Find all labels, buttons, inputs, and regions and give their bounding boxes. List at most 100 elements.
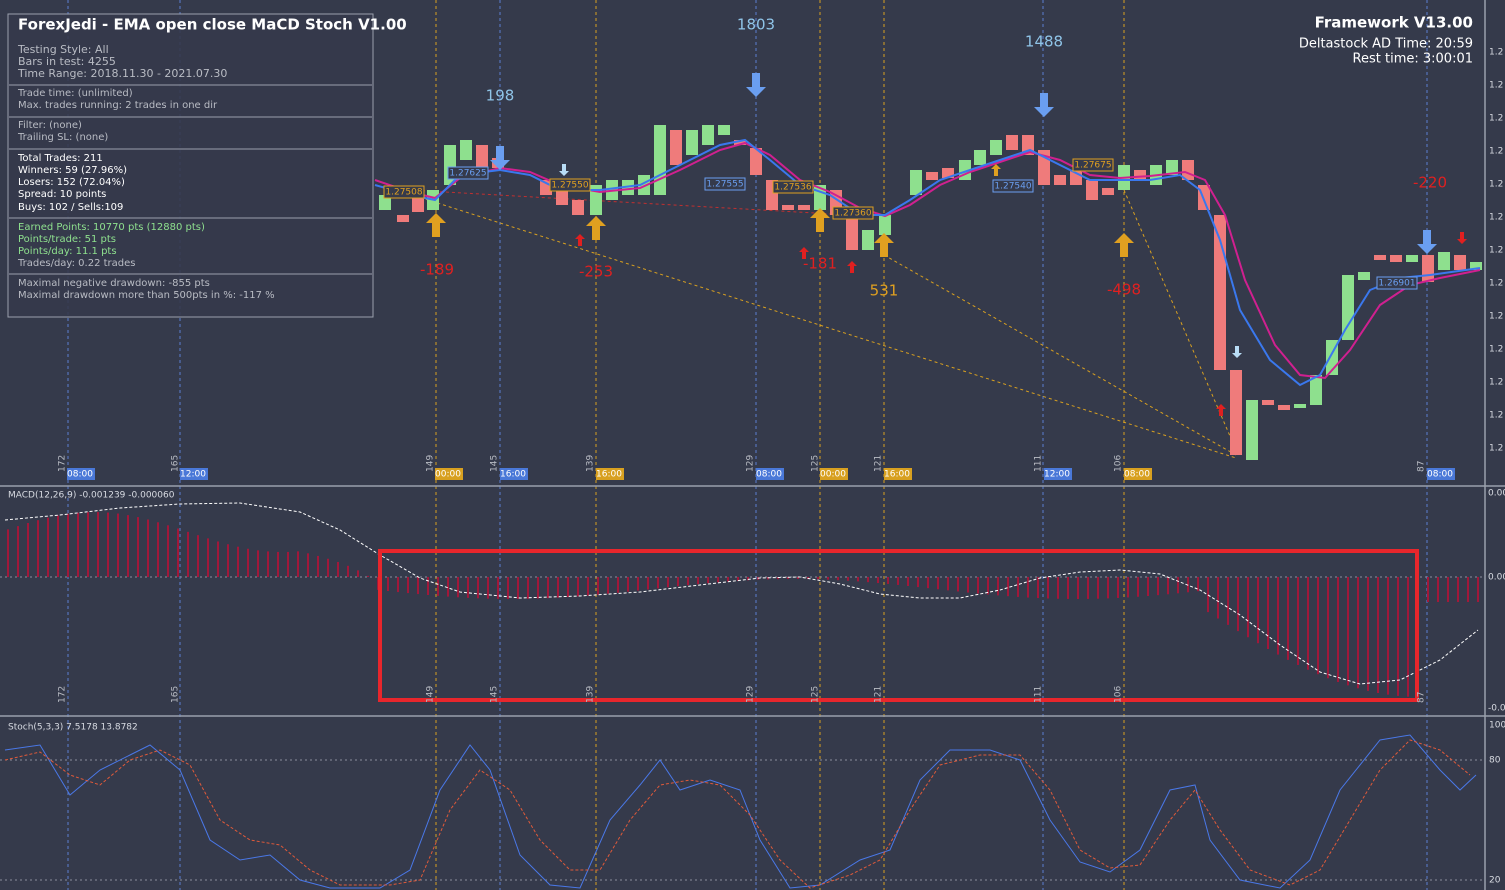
bar-count: 106 [1114,455,1124,472]
panel-line: Max. trades running: 2 trades in one dir [18,100,218,111]
bar-count: 165 [171,455,181,472]
price-tag: 1.27625 [449,169,486,179]
buy-arrow [586,216,606,240]
trade-connectors [409,189,851,216]
bar-count: 106 [1114,686,1124,703]
stoch-label: Stoch(5,3,3) 7.5178 13.8782 [8,723,138,733]
trade-result: 1488 [1025,33,1063,51]
time-tag: 16:00 [500,470,526,480]
bar-count: 87 [1417,692,1427,703]
time-tag-box [820,468,848,480]
panel-line: Points/day: 11.1 pts [18,246,117,257]
bar-count: 121 [874,686,884,703]
stoch-signal [4,739,1471,889]
panel-line: Time Range: 2018.11.30 - 2021.07.30 [17,67,227,80]
time-tag: 08:00 [1124,470,1150,480]
price-axis-label: 1.2 [1489,246,1503,256]
panel-line: Filter: (none) [18,120,82,131]
panel-line: Buys: 102 / Sells:109 [18,202,123,213]
price-axis-label: 1.2 [1489,279,1503,289]
info-panel [7,13,374,318]
price-tag-box [447,166,489,180]
bar-count: 172 [58,455,68,472]
bar-count: 125 [811,455,821,472]
exit-arrow [575,234,585,246]
price-tag: 1.27540 [994,182,1031,192]
sell-arrow [1034,93,1054,117]
bar-count: 149 [426,686,436,703]
price-tag: 1.27675 [1074,161,1111,171]
panel-line: Spread: 10 points [18,189,106,200]
bar-count: 145 [490,455,500,472]
time-tag: 16:00 [884,470,910,480]
price-tag: 1.27550 [551,181,588,191]
price-axis-label: 1.2 [1489,444,1503,454]
price-axis-label: 1.2 [1489,180,1503,190]
time-tag: 08:00 [756,470,782,480]
bar-count: 139 [586,686,596,703]
macd-axis-label: -0.00 [1488,704,1505,714]
price-tag-box [832,206,874,220]
exit-arrow [1457,232,1467,244]
exit-arrow [1232,346,1242,358]
blue-vlines [67,0,1428,890]
price-axis-label: 1.2 [1489,378,1503,388]
price-axis-label: 1.2 [1489,48,1503,58]
panel-line: Losers: 152 (72.04%) [18,177,125,188]
time-tag: 00:00 [820,470,846,480]
panel-line: Bars in test: 4255 [18,55,116,68]
bar-count: 165 [171,686,181,703]
server-time: Deltastock AD Time: 20:59 [1299,37,1473,52]
trade-result: 1803 [737,16,775,34]
buy-arrow [810,208,830,232]
sell-arrow [490,146,510,170]
price-tag-box [772,180,814,194]
bar-count: 129 [746,686,756,703]
time-tag-box [1124,468,1152,480]
exit-arrow [847,261,857,273]
panel-line: Earned Points: 10770 pts (12880 pts) [18,222,205,233]
time-tag-box [1427,468,1455,480]
trade-result: -498 [1107,281,1141,299]
stoch-main [4,734,1477,889]
price-axis-label: 1.2 [1489,147,1503,157]
exit-arrow [799,247,809,259]
panel-line: Trades/day: 0.22 trades [17,258,136,269]
panel-line: Testing Style: All [17,43,109,56]
buy-arrow [874,233,894,257]
bar-count: 111 [1034,455,1044,472]
buy-arrow [426,213,446,237]
rest-time: Rest time: 3:00:01 [1353,52,1473,67]
macd-label: MACD(12,26,9) -0.001239 -0.000060 [8,491,175,501]
price-tag: 1.27508 [385,188,422,198]
session-lines [67,0,1428,890]
time-tag-box [500,468,528,480]
macd-axis-label: 0.00 [1488,489,1505,499]
bar-count: 172 [58,686,68,703]
macd-signal [4,502,1479,685]
time-tag-box [884,468,912,480]
bar-count: 145 [490,686,500,703]
time-tag: 08:00 [1427,470,1453,480]
time-tag-box [435,468,463,480]
panel-line: Points/trade: 51 pts [18,234,116,245]
price-axis-label: 1.2 [1489,411,1503,421]
sell-arrow [746,73,766,97]
stoch-axis-label: 100 [1489,721,1505,731]
trade-connectors [402,189,1237,459]
panel-line: Maximal drawdown more than 500pts in %: … [18,290,275,301]
price-tag-box [383,185,425,199]
price-tag-box [704,177,746,191]
time-tag: 08:00 [67,470,93,480]
signal-arrows [426,73,1467,416]
macd-histogram [7,512,1479,697]
price-tag: 1.27360 [834,209,871,219]
framework-title: Framework V13.00 [1315,14,1473,32]
buy-arrow [1114,233,1134,257]
bar-count: 111 [1034,686,1044,703]
time-tag: 16:00 [596,470,622,480]
price-axis-label: 1.2 [1489,345,1503,355]
stoch-axis-label: 80 [1489,756,1501,766]
panel-line: Maximal negative drawdown: -855 pts [18,278,210,289]
